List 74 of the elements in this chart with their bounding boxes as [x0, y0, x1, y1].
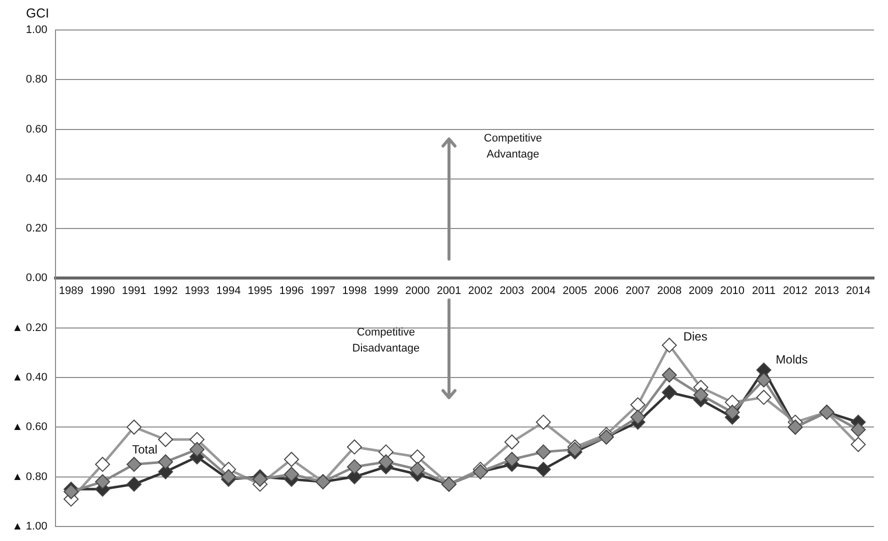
y-tick-label: 0.20 — [26, 222, 48, 235]
x-tick-label: 2010 — [720, 284, 745, 297]
x-tick-label: 2007 — [626, 284, 650, 297]
y-tick-label: 1.00 — [26, 24, 48, 36]
point — [630, 410, 646, 425]
x-tick-label: 1991 — [122, 284, 146, 297]
point — [850, 422, 866, 438]
series-label: Molds — [776, 352, 808, 366]
y-tick-label: ▲ 0.40 — [12, 372, 48, 384]
x-tick-label: 1996 — [279, 284, 304, 297]
x-tick-label: 2004 — [531, 284, 556, 297]
x-tick-label: 2003 — [500, 284, 524, 297]
x-tick-label: 1995 — [248, 284, 272, 297]
point — [126, 420, 142, 435]
point — [126, 476, 142, 492]
y-tick-label: 0.00 — [26, 272, 48, 284]
point — [95, 474, 110, 490]
point — [284, 466, 299, 482]
x-tick-label: 2014 — [846, 284, 870, 297]
point — [662, 338, 677, 353]
y-axis-title: GCI — [26, 6, 50, 21]
x-tick-label: 2001 — [436, 284, 462, 297]
x-tick-label: 2005 — [562, 284, 588, 297]
point — [536, 414, 551, 430]
point — [158, 432, 174, 448]
point — [410, 462, 425, 477]
y-tick-label: ▲ 0.80 — [12, 470, 48, 483]
x-tick-label: 2013 — [814, 284, 840, 297]
x-tick-label: 1992 — [153, 284, 178, 297]
x-tick-label: 1994 — [216, 284, 241, 297]
x-tick-label: 2008 — [657, 284, 682, 297]
point — [95, 456, 110, 472]
point — [346, 439, 362, 454]
y-tick-label: ▲ 0.20 — [12, 322, 48, 334]
point — [724, 404, 740, 420]
point — [693, 387, 708, 402]
x-tick-label: 2009 — [688, 284, 714, 297]
x-tick-label: 1997 — [310, 284, 336, 297]
x-tick-label: 1989 — [58, 284, 84, 297]
x-tick-label: 2006 — [594, 284, 619, 297]
point — [126, 456, 142, 472]
point — [850, 436, 866, 452]
annotation: Competitive Disadvantage — [352, 326, 420, 354]
x-tick-label: 2012 — [783, 284, 808, 297]
x-tick-label: 1990 — [90, 284, 115, 297]
point — [346, 459, 362, 474]
point — [662, 384, 677, 400]
point — [536, 462, 551, 477]
point — [756, 390, 772, 405]
y-tick-label: 0.60 — [26, 123, 48, 136]
point — [756, 372, 772, 388]
y-tick-label: 0.80 — [26, 74, 48, 86]
x-tick-label: 2011 — [752, 284, 776, 297]
point — [536, 444, 551, 460]
point — [158, 454, 174, 470]
y-tick-label: ▲ 1.00 — [12, 520, 48, 532]
x-tick-label: 1993 — [184, 284, 210, 297]
point — [504, 452, 520, 467]
y-tick-label: 0.40 — [26, 172, 48, 185]
x-tick-label: 2002 — [468, 284, 493, 297]
point — [284, 452, 299, 467]
series-label: Total — [132, 442, 158, 457]
point — [378, 454, 394, 470]
series-label: Dies — [683, 330, 708, 344]
x-tick-label: 2000 — [405, 284, 430, 297]
annotation: Competitive Advantage — [484, 132, 542, 161]
y-tick-label: ▲ 0.60 — [12, 421, 48, 434]
point — [662, 368, 677, 382]
point — [630, 397, 646, 412]
x-tick-label: 1999 — [374, 284, 398, 297]
point — [504, 434, 520, 450]
x-tick-label: 1998 — [342, 284, 367, 297]
point — [190, 442, 205, 457]
point — [410, 449, 425, 464]
